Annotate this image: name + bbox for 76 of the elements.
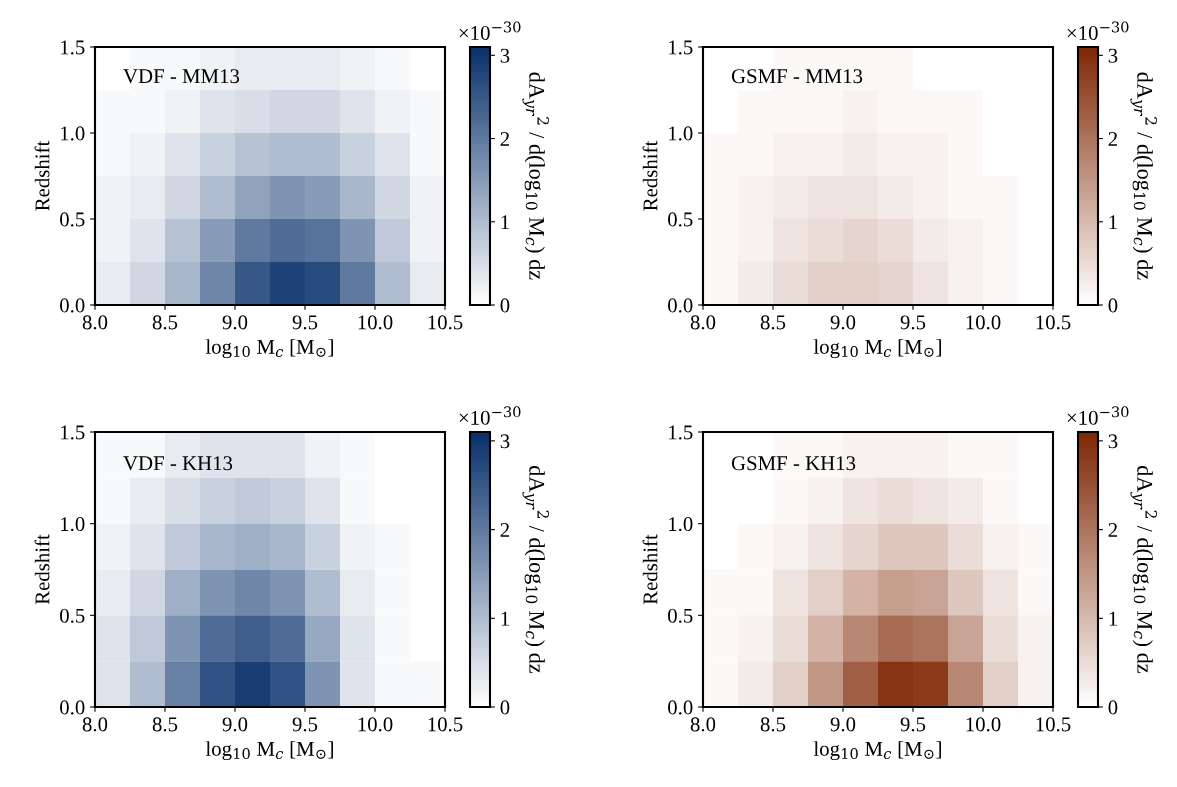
annotation: GSMF - KH13 [731, 456, 856, 471]
color-bar-label: 2 [500, 523, 509, 537]
color-bar-title: dA$_{yr}$$^{2}$ / d(log$_{10}$ M$_{c}$) dz [1130, 72, 1158, 280]
color-bar-label: 3 [500, 434, 510, 449]
color-bar-label: 0 [500, 700, 510, 715]
x-tick-label: 10.0 [966, 717, 1001, 732]
x-tick-label: 9.0 [222, 717, 248, 732]
color-bar-label: 1 [501, 215, 509, 229]
text: ×10$^{−30}$ [459, 21, 521, 41]
x-tick-label: 8.5 [760, 315, 786, 330]
x-tick-label: 8.0 [82, 315, 108, 330]
y-tick-label: 0.0 [60, 700, 85, 715]
color-bar-label: 3 [1108, 48, 1118, 63]
y-tick-label: 1.5 [61, 425, 85, 440]
x-tick-label: 9.5 [292, 315, 318, 330]
y-tick-label: 1.5 [669, 40, 693, 55]
x-axis-title: log$_{10}$ M$_{c}$ [M$_{⊙}$] [813, 741, 941, 761]
x-tick-label: 10.5 [1036, 717, 1071, 732]
annotation: VDF - MM13 [123, 69, 240, 84]
y-tick-label: 1.0 [669, 126, 693, 141]
color-bar-label: 0 [1108, 298, 1118, 313]
x-tick-label: 9.5 [900, 315, 926, 330]
x-tick-label: 8.0 [690, 717, 716, 732]
text: ×10$^{−30}$ [459, 406, 521, 425]
text: ×10$^{−30}$ [1067, 21, 1129, 41]
annotation: VDF - KH13 [123, 456, 233, 471]
color-bar-title: dA$_{yr}$$^{2}$ / d(log$_{10}$ M$_{c}$) dz [1130, 466, 1158, 673]
x-tick-label: 10.5 [1036, 315, 1071, 330]
x-tick-label: 8.5 [152, 315, 178, 330]
x-tick-label: 8.0 [82, 717, 108, 732]
y-tick-label: 0.5 [60, 608, 85, 623]
x-tick-label: 10.5 [428, 717, 463, 732]
x-axis-title: log$_{10}$ M$_{c}$ [M$_{⊙}$] [205, 339, 333, 359]
color-bar-label: 2 [1108, 131, 1117, 146]
color-bar-title: dA$_{yr}$$^{2}$ / d(log$_{10}$ M$_{c}$) dz [522, 466, 550, 673]
y-tick-label: 0.5 [668, 212, 693, 227]
x-tick-label: 9.0 [830, 315, 856, 330]
y-tick-label: 0.0 [668, 700, 693, 715]
x-tick-label: 9.5 [900, 717, 926, 732]
y-tick-label: 0.5 [60, 212, 85, 227]
y-tick-label: 1.5 [669, 425, 693, 440]
color-bar-label: 2 [1108, 523, 1117, 537]
y-tick-label: 0.0 [60, 298, 85, 313]
x-tick-label: 10.0 [358, 315, 393, 330]
color-bar-label: 3 [500, 48, 510, 63]
text: ×10$^{−30}$ [1067, 406, 1129, 425]
y-tick-label: 1.0 [61, 517, 85, 532]
y-tick-label: 1.0 [669, 517, 693, 532]
x-tick-label: 10.5 [428, 315, 463, 330]
color-bar-label: 1 [1109, 215, 1117, 229]
y-tick-label: 1.5 [61, 40, 85, 55]
color-bar-label: 0 [1108, 700, 1118, 715]
y-axis-title: Redshift [642, 140, 658, 211]
color-bar-label: 0 [500, 298, 510, 313]
x-axis-title: log$_{10}$ M$_{c}$ [M$_{⊙}$] [205, 741, 333, 761]
color-bar-label: 1 [1109, 611, 1117, 626]
color-bar-label: 3 [1108, 434, 1118, 449]
y-axis-title: Redshift [34, 140, 50, 211]
y-tick-label: 0.5 [668, 608, 693, 623]
x-tick-label: 8.0 [690, 315, 716, 330]
y-tick-label: 0.0 [668, 298, 693, 313]
x-tick-label: 8.5 [760, 717, 786, 732]
color-bar-label: 2 [500, 131, 509, 146]
x-tick-label: 9.0 [222, 315, 248, 330]
x-axis-title: log$_{10}$ M$_{c}$ [M$_{⊙}$] [813, 339, 941, 359]
x-tick-label: 8.5 [152, 717, 178, 732]
x-tick-label: 10.0 [966, 315, 1001, 330]
x-tick-label: 10.0 [358, 717, 393, 732]
annotation: GSMF - MM13 [731, 69, 863, 84]
y-tick-label: 1.0 [61, 126, 85, 141]
y-axis-title: Redshift [642, 534, 658, 605]
color-bar-label: 1 [501, 611, 509, 626]
color-bar-title: dA$_{yr}$$^{2}$ / d(log$_{10}$ M$_{c}$) dz [522, 72, 550, 280]
x-tick-label: 9.5 [292, 717, 318, 732]
y-axis-title: Redshift [34, 534, 50, 605]
x-tick-label: 9.0 [830, 717, 856, 732]
